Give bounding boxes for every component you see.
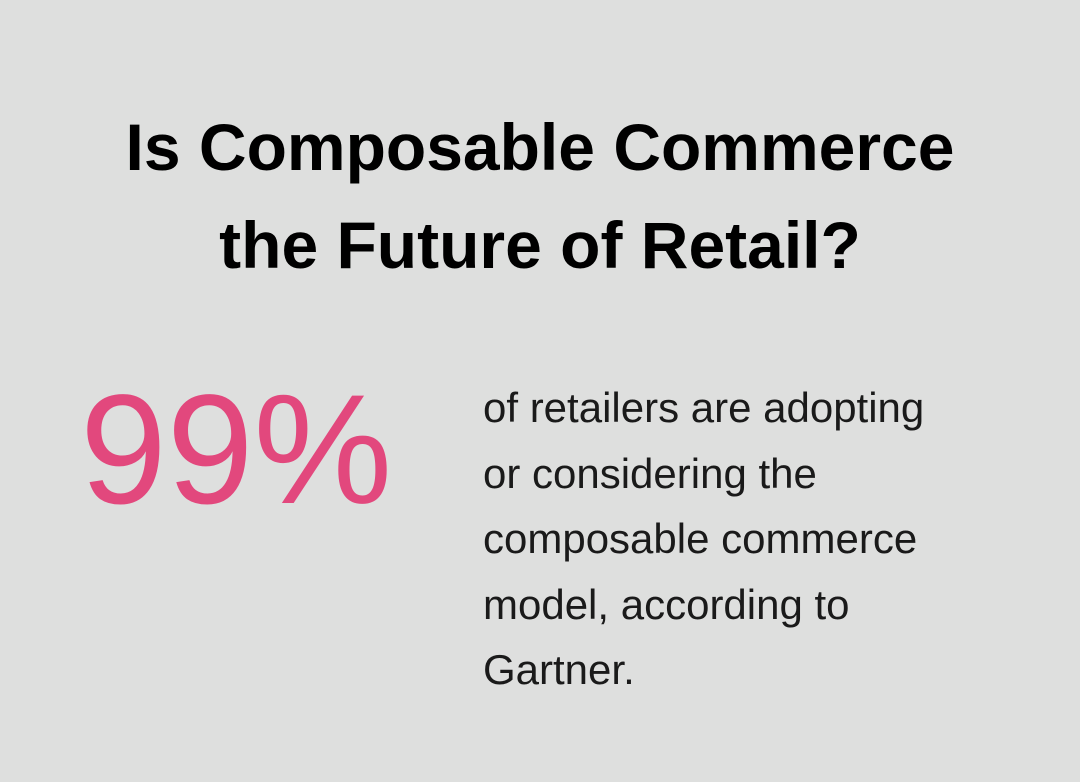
stat-figure: 99% — [80, 363, 393, 537]
stat-description: of retailers are adopting or considering… — [483, 375, 924, 703]
description-line: or considering the — [483, 449, 817, 497]
description-line: Gartner. — [483, 646, 635, 693]
description-line: composable commerce — [483, 515, 918, 562]
description-line: model, according to — [483, 580, 850, 628]
title-line: the Future of Retail? — [219, 208, 861, 282]
title-line: Is Composable Commerce — [125, 110, 955, 184]
description-line: of retailers are adopting — [483, 384, 925, 431]
title: Is Composable Commerce the Future of Ret… — [0, 98, 1080, 294]
